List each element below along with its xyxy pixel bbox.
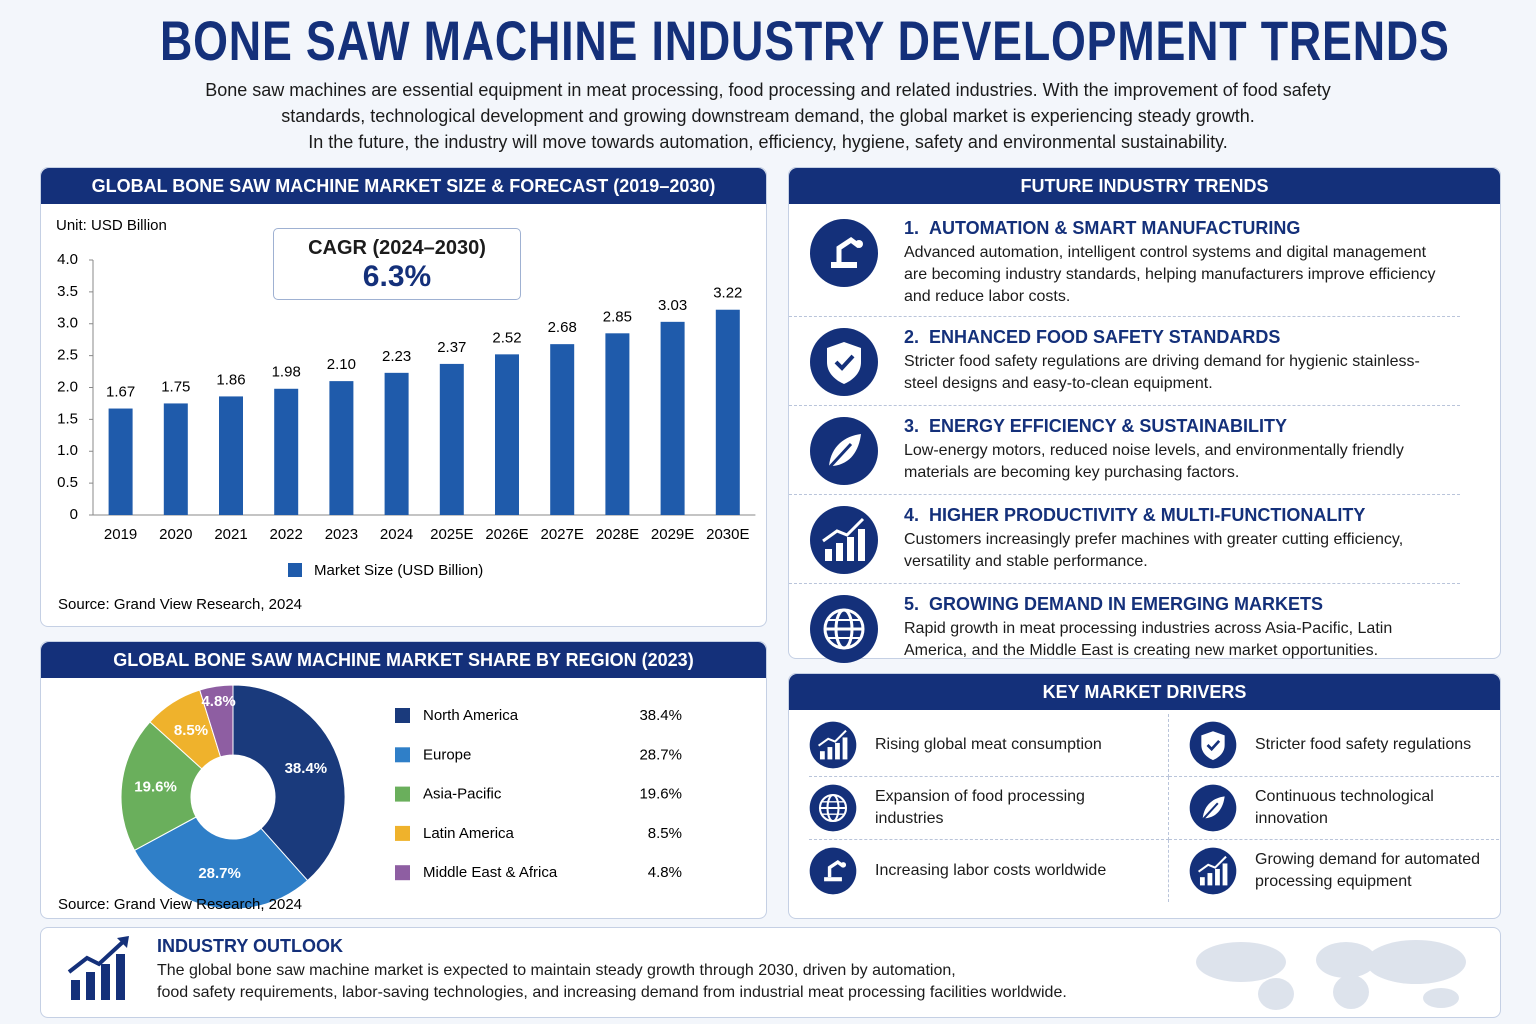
icon (810, 417, 878, 485)
icon (810, 506, 878, 574)
cagr-box: CAGR (2024–2030) 6.3% (273, 228, 521, 300)
page-title: BONE SAW MACHINE INDUSTRY DEVELOPMENT TR… (160, 9, 1450, 72)
trend-body: 3. ENERGY EFFICIENCY & SUSTAINABILITY Low-… (904, 416, 1440, 486)
subtitle: Bone saw machines are essential equipmen… (0, 77, 1536, 155)
trend-number: 2. (904, 327, 920, 347)
trend-text: Low-energy motors, reduced noise levels,… (904, 442, 1404, 481)
trend-text: Rapid growth in meat processing industri… (904, 620, 1393, 659)
bar-panel: GLOBAL BONE SAW MACHINE MARKET SIZE & FO… (40, 167, 767, 627)
trend-number: 4. (904, 505, 920, 525)
trend-title: 2. ENHANCED FOOD SAFETY STANDARDS (904, 327, 1440, 348)
trends-panel: FUTURE INDUSTRY TRENDS 1. AUTOMATION & SM… (788, 167, 1501, 663)
subtitle-line: standards, technological development and… (281, 106, 1255, 126)
driver-item: Expansion of food processing industries (809, 777, 1169, 840)
icon (809, 721, 857, 769)
trend-heading: GROWING DEMAND IN EMERGING MARKETS (929, 594, 1324, 614)
panel-title: GLOBAL BONE SAW MACHINE MARKET SHARE BY … (41, 642, 766, 678)
cagr-value: 6.3% (362, 260, 432, 293)
pie-panel: GLOBAL BONE SAW MACHINE MARKET SHARE BY … (40, 641, 767, 919)
icon (809, 847, 857, 895)
driver-text: Rising global meat consumption (875, 736, 1102, 753)
trend-body: 1. AUTOMATION & SMART MANUFACTURING Advanc… (904, 218, 1440, 308)
driver-item: Increasing labor costs worldwide (809, 840, 1169, 902)
trend-body: 4. HIGHER PRODUCTIVITY & MULTI-FUNCTIONAL… (904, 505, 1440, 575)
icon (810, 328, 878, 396)
trend-text: Advanced automation, intelligent control… (904, 244, 1436, 305)
trend-title: 1. AUTOMATION & SMART MANUFACTURING (904, 218, 1440, 239)
trend-title: 5. GROWING DEMAND IN EMERGING MARKETS (904, 594, 1440, 615)
driver-text: Expansion of food processing industries (875, 788, 1085, 827)
drivers-panel: KEY MARKET DRIVERS Rising global meat co… (788, 673, 1501, 919)
outlook-title: INDUSTRY OUTLOOK (157, 936, 344, 956)
trend-item: 3. ENERGY EFFICIENCY & SUSTAINABILITY Low-… (789, 406, 1460, 495)
icon (810, 595, 878, 663)
trend-text: Customers increasingly prefer machines w… (904, 531, 1404, 570)
trend-item: 5. GROWING DEMAND IN EMERGING MARKETS Rapi… (789, 584, 1460, 672)
trend-body: 5. GROWING DEMAND IN EMERGING MARKETS Rapi… (904, 594, 1440, 664)
cagr-label: CAGR (2024–2030) (308, 237, 486, 259)
trend-item: 4. HIGHER PRODUCTIVITY & MULTI-FUNCTIONAL… (789, 495, 1460, 584)
driver-item: Growing demand for automated processing … (1169, 840, 1499, 902)
trend-heading: AUTOMATION & SMART MANUFACTURING (929, 218, 1301, 238)
driver-item: Rising global meat consumption (809, 714, 1169, 777)
trend-body: 2. ENHANCED FOOD SAFETY STANDARDS Stricter… (904, 327, 1440, 397)
outlook-line: food safety requirements, labor-saving t… (157, 984, 1067, 1001)
trend-heading: ENERGY EFFICIENCY & SUSTAINABILITY (929, 416, 1288, 436)
outlook-text: The global bone saw machine market is ex… (157, 960, 1067, 1004)
driver-text: Growing demand for automated processing … (1255, 851, 1481, 890)
trend-number: 5. (904, 594, 920, 614)
panel-title: FUTURE INDUSTRY TRENDS (789, 168, 1500, 204)
trend-item: 2. ENHANCED FOOD SAFETY STANDARDS Stricter… (789, 317, 1460, 406)
driver-grid: Rising global meat consumption Stricter f… (789, 710, 1500, 906)
trend-list: 1. AUTOMATION & SMART MANUFACTURING Advanc… (789, 204, 1500, 672)
trend-heading: HIGHER PRODUCTIVITY & MULTI-FUNCTIONALIT… (929, 505, 1366, 525)
trend-number: 1. (904, 218, 920, 238)
trend-title: 4. HIGHER PRODUCTIVITY & MULTI-FUNCTIONAL… (904, 505, 1440, 526)
driver-text: Continuous technological innovation (1255, 788, 1434, 827)
outlook-icon (67, 936, 129, 1000)
outlook-panel: INDUSTRY OUTLOOK The global bone saw mac… (40, 927, 1501, 1018)
driver-item: Continuous technological innovation (1169, 777, 1499, 840)
driver-text: Increasing labor costs worldwide (875, 862, 1107, 879)
panel-title: KEY MARKET DRIVERS (789, 674, 1500, 710)
trend-text: Stricter food safety regulations are dri… (904, 353, 1420, 392)
subtitle-line: In the future, the industry will move to… (308, 132, 1228, 152)
panel-title: GLOBAL BONE SAW MACHINE MARKET SIZE & FO… (41, 168, 766, 204)
subtitle-line: Bone saw machines are essential equipmen… (205, 80, 1331, 100)
icon (810, 219, 878, 287)
trend-number: 3. (904, 416, 920, 436)
world-map (1196, 940, 1466, 1010)
icon (1189, 784, 1237, 832)
icon (1189, 721, 1237, 769)
trend-item: 1. AUTOMATION & SMART MANUFACTURING Advanc… (789, 208, 1460, 317)
trend-title: 3. ENERGY EFFICIENCY & SUSTAINABILITY (904, 416, 1440, 437)
icon (809, 784, 857, 832)
driver-item: Stricter food safety regulations (1169, 714, 1499, 777)
outlook-line: The global bone saw machine market is ex… (157, 962, 956, 979)
trend-heading: ENHANCED FOOD SAFETY STANDARDS (929, 327, 1281, 347)
driver-text: Stricter food safety regulations (1255, 736, 1472, 753)
icon (1189, 847, 1237, 895)
